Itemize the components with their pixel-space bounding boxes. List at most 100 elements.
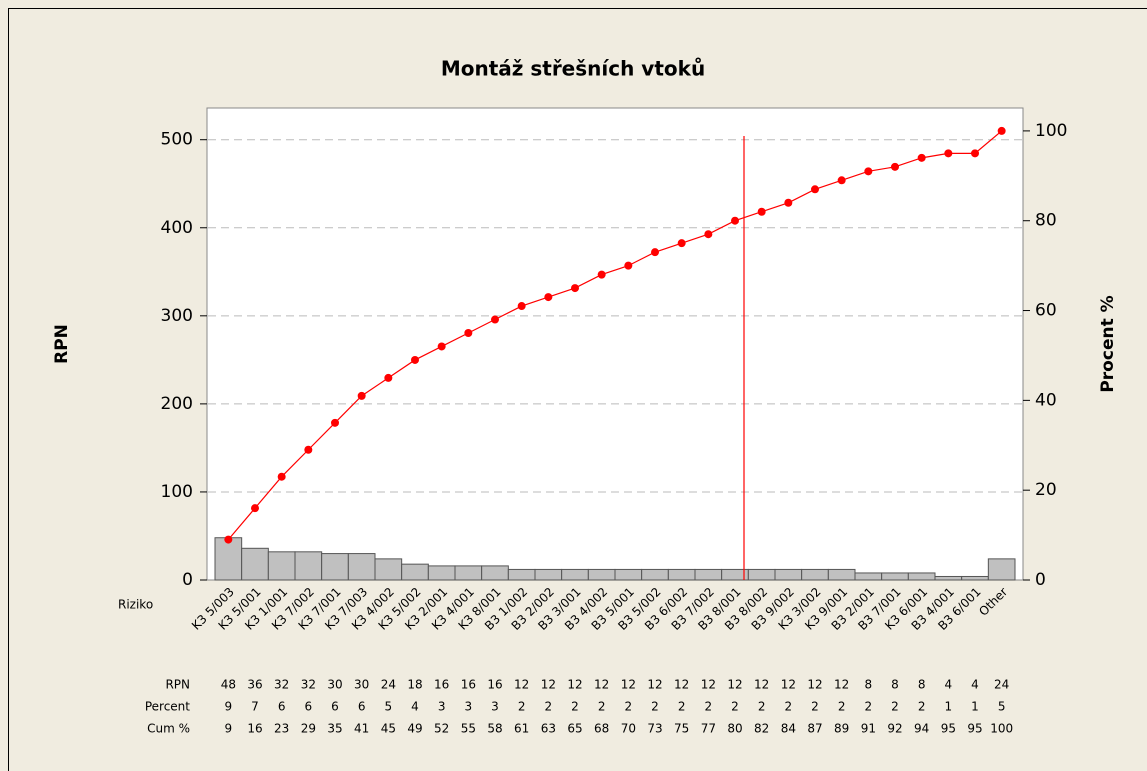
- bar: [347, 553, 376, 581]
- table-value: 8: [891, 678, 899, 692]
- bar: [667, 568, 696, 581]
- table-cumulative: 84: [781, 722, 796, 736]
- y-tick-label: 0: [182, 570, 193, 590]
- table-cumulative: 73: [647, 722, 662, 736]
- table-cumulative: 45: [381, 722, 396, 736]
- table-cumulative: 77: [701, 722, 716, 736]
- table-percent: 2: [731, 700, 739, 714]
- table-percent: 2: [865, 700, 873, 714]
- cumulative-marker: [704, 230, 713, 239]
- y-tick-label: 500: [161, 130, 193, 150]
- table-percent: 7: [251, 700, 259, 714]
- table-percent: 5: [385, 700, 393, 714]
- table-value: 12: [727, 678, 742, 692]
- table-cumulative: 82: [754, 722, 769, 736]
- table-cumulative: 92: [887, 722, 902, 736]
- table-percent: 2: [785, 700, 793, 714]
- table-cumulative: 41: [354, 722, 369, 736]
- table-cumulative: 100: [990, 722, 1013, 736]
- table-percent: 2: [891, 700, 899, 714]
- table-value: 24: [381, 678, 396, 692]
- table-percent: 6: [358, 700, 366, 714]
- table-percent: 2: [758, 700, 766, 714]
- table-percent: 3: [491, 700, 499, 714]
- bar: [907, 572, 936, 581]
- table-percent: 2: [811, 700, 819, 714]
- table-cumulative: 52: [434, 722, 449, 736]
- y-tick-label: 200: [161, 394, 193, 414]
- table-value: 12: [567, 678, 582, 692]
- table-row-label: Percent: [145, 700, 190, 714]
- table-value: 12: [541, 678, 556, 692]
- bar: [454, 565, 483, 581]
- bar: [321, 553, 349, 581]
- cumulative-marker: [411, 355, 419, 364]
- table-value: 8: [918, 678, 926, 692]
- bar: [881, 572, 909, 581]
- bar: [507, 568, 536, 581]
- cumulative-marker: [251, 504, 259, 513]
- cumulative-line: [227, 130, 1003, 540]
- y-axis-title: RPN: [52, 324, 72, 364]
- table-value: 4: [971, 678, 979, 692]
- plot-area: [206, 107, 1024, 581]
- table-cumulative: 70: [621, 722, 636, 736]
- bar: [561, 568, 589, 581]
- cumulative-marker: [997, 126, 1006, 135]
- bar: [987, 558, 1016, 581]
- table-value: 16: [434, 678, 449, 692]
- bar: [854, 572, 883, 581]
- bar: [481, 565, 509, 581]
- table-cumulative: 94: [914, 722, 929, 736]
- table-value: 8: [865, 678, 873, 692]
- table-cumulative: 68: [594, 722, 609, 736]
- table-cumulative: 75: [674, 722, 689, 736]
- table-value: 12: [647, 678, 662, 692]
- table-percent: 2: [518, 700, 526, 714]
- y2-tick-label: 60: [1035, 301, 1057, 321]
- table-cumulative: 61: [514, 722, 529, 736]
- bar: [587, 568, 616, 581]
- bar: [774, 568, 803, 581]
- table-percent: 9: [225, 700, 233, 714]
- table-value: 30: [354, 678, 369, 692]
- table-value: 30: [327, 678, 342, 692]
- bar: [427, 565, 456, 581]
- table-percent: 3: [465, 700, 473, 714]
- cumulative-marker: [224, 535, 233, 544]
- cumulative-marker: [624, 261, 633, 270]
- cumulative-marker: [384, 373, 393, 382]
- table-value: 18: [407, 678, 422, 692]
- cumulative-marker: [437, 342, 446, 351]
- table-cumulative: 58: [487, 722, 502, 736]
- bar: [241, 547, 269, 581]
- cumulative-marker: [971, 149, 979, 158]
- cumulative-marker: [517, 302, 526, 311]
- table-cumulative: 35: [327, 722, 342, 736]
- cumulative-marker: [784, 198, 793, 207]
- y2-tick-label: 80: [1035, 211, 1057, 231]
- cumulative-marker: [304, 445, 313, 454]
- chart-title: Montáž střešních vtoků: [441, 57, 705, 81]
- table-cumulative: 16: [247, 722, 262, 736]
- cumulative-marker: [731, 216, 739, 225]
- table-value: 48: [221, 678, 236, 692]
- bar: [534, 568, 563, 581]
- table-percent: 4: [411, 700, 419, 714]
- table-percent: 6: [331, 700, 339, 714]
- table-cumulative: 23: [274, 722, 289, 736]
- table-percent: 5: [998, 700, 1006, 714]
- bar: [401, 563, 429, 581]
- cumulative-marker: [677, 239, 686, 248]
- table-value: 16: [461, 678, 476, 692]
- y2-tick-label: 100: [1035, 121, 1067, 141]
- bar: [961, 575, 989, 581]
- bar: [641, 568, 669, 581]
- table-cumulative: 49: [407, 722, 422, 736]
- cumulative-marker: [891, 162, 899, 171]
- bar: [801, 568, 829, 581]
- table-percent: 2: [838, 700, 846, 714]
- table-percent: 2: [651, 700, 659, 714]
- table-percent: 3: [438, 700, 446, 714]
